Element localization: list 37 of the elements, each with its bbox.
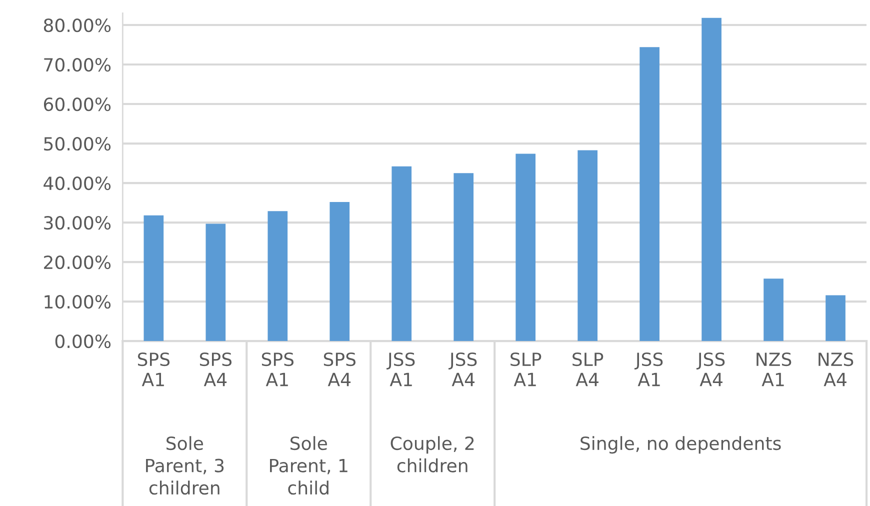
text: Single, no dependents <box>580 436 781 454</box>
y-tick-label: 40.00% <box>44 176 111 190</box>
bar <box>206 224 226 342</box>
x-tick-label: NZS A4 <box>818 352 854 386</box>
x-tick-label: SLP A4 <box>572 352 604 386</box>
x-tick-label: SPS A4 <box>200 352 232 386</box>
bar <box>578 150 598 342</box>
bar <box>640 47 660 342</box>
bar <box>516 154 536 342</box>
x-tick-label: JSS A4 <box>696 352 725 386</box>
x-tick-label: SPS A1 <box>138 352 170 386</box>
y-tick-label: 80.00% <box>44 18 111 32</box>
bar <box>144 215 164 342</box>
text: Sole Parent, 3 children <box>146 436 224 495</box>
x-tick-label: SPS A4 <box>324 352 356 386</box>
bar <box>268 211 288 342</box>
x-tick-label: SLP A1 <box>510 352 542 386</box>
y-tick-label: 0.00% <box>55 334 111 348</box>
y-tick-label: 60.00% <box>44 97 111 112</box>
x-tick-label: JSS A4 <box>448 352 477 386</box>
y-tick-label: 30.00% <box>44 216 111 230</box>
y-tick-label: 20.00% <box>44 255 111 270</box>
text: Couple, 2 children <box>390 436 474 472</box>
y-tick-label: 50.00% <box>44 136 111 151</box>
x-tick-label: SPS A1 <box>262 352 294 386</box>
x-tick-label: JSS A1 <box>386 352 415 386</box>
bar <box>454 173 474 342</box>
y-tick-label: 70.00% <box>44 58 111 72</box>
bar <box>392 166 412 342</box>
bar <box>764 278 784 342</box>
text: Sole Parent, 1 child <box>270 436 348 495</box>
x-tick-label: NZS A1 <box>756 352 792 386</box>
bar <box>702 18 722 342</box>
x-tick-label: JSS A1 <box>634 352 663 386</box>
y-tick-label: 10.00% <box>44 295 111 309</box>
bar <box>330 202 350 342</box>
bar <box>826 295 846 342</box>
